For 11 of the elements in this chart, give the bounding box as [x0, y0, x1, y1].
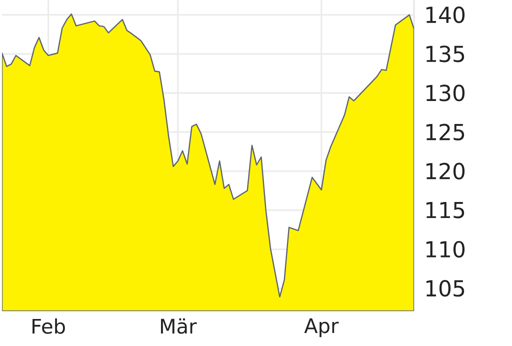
- y-tick-label: 115: [426, 202, 464, 218]
- x-tick-label: Mär: [160, 318, 197, 334]
- y-tick-label: 125: [426, 124, 464, 140]
- y-tick-label: 105: [426, 280, 464, 297]
- y-tick-label: 135: [426, 46, 464, 62]
- y-tick-label: 110: [426, 240, 465, 258]
- y-tick-label: 130: [426, 84, 465, 102]
- y-tick-label: 120: [426, 162, 465, 180]
- y-tick-label: 140: [426, 6, 465, 24]
- x-tick-label: Feb: [32, 318, 65, 334]
- x-tick-label: Apr: [304, 318, 339, 338]
